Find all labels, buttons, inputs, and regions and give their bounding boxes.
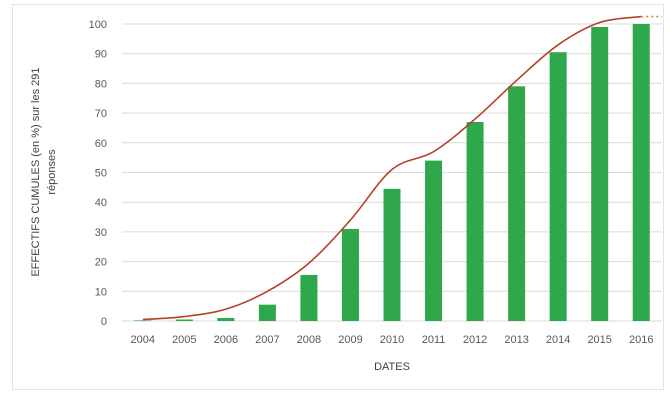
bar bbox=[134, 320, 152, 321]
y-tick-label: 100 bbox=[89, 19, 107, 31]
grid-lines bbox=[122, 23, 662, 322]
y-tick-label: 30 bbox=[95, 227, 107, 239]
trend-curve bbox=[142, 15, 662, 321]
x-tick-label: 2008 bbox=[297, 334, 321, 346]
x-tick-label: 2012 bbox=[463, 334, 487, 346]
bar bbox=[300, 274, 318, 321]
bar bbox=[258, 304, 276, 321]
y-axis-title-line-2: réponses bbox=[46, 149, 58, 195]
y-tick-label: 70 bbox=[95, 108, 107, 120]
bars bbox=[134, 24, 650, 322]
x-tick-label: 2016 bbox=[629, 334, 653, 346]
x-tick-label: 2013 bbox=[504, 334, 528, 346]
x-tick-label: 2015 bbox=[587, 334, 611, 346]
bar bbox=[549, 52, 567, 322]
bar bbox=[383, 188, 401, 321]
bar bbox=[508, 86, 526, 322]
y-tick-label: 0 bbox=[101, 316, 107, 328]
x-tick-label: 2014 bbox=[546, 334, 570, 346]
y-axis-title-line-1: EFFECTIFS CUMULES (en %) sur les 291 bbox=[30, 67, 42, 276]
x-tick-label: 2010 bbox=[380, 334, 404, 346]
x-tick-label: 2004 bbox=[131, 334, 155, 346]
bar bbox=[425, 160, 443, 321]
bar bbox=[217, 318, 235, 321]
x-tick-label: 2006 bbox=[214, 334, 238, 346]
y-tick-label: 40 bbox=[95, 197, 107, 209]
x-tick-label: 2005 bbox=[172, 334, 196, 346]
bar bbox=[466, 122, 484, 321]
y-tick-labels: 0 10 20 30 40 50 60 70 80 90 100 bbox=[89, 19, 107, 328]
y-tick-label: 80 bbox=[95, 78, 107, 90]
y-tick-label: 60 bbox=[95, 138, 107, 150]
bar bbox=[632, 24, 650, 321]
y-tick-label: 90 bbox=[95, 49, 107, 61]
x-axis-title: DATES bbox=[374, 361, 410, 373]
y-tick-label: 20 bbox=[95, 257, 107, 269]
y-tick-label: 50 bbox=[95, 168, 107, 180]
x-tick-label: 2009 bbox=[338, 334, 362, 346]
bar bbox=[175, 319, 193, 321]
bar bbox=[591, 26, 609, 321]
y-axis-title: EFFECTIFS CUMULES (en %) sur les 291 rép… bbox=[30, 67, 58, 276]
x-tick-label: 2007 bbox=[255, 334, 279, 346]
x-tick-label: 2011 bbox=[422, 334, 446, 346]
bar bbox=[341, 228, 359, 321]
trend-line bbox=[142, 15, 642, 321]
x-tick-labels: 2004 2005 2006 2007 2008 2009 2010 2011 2012 2013… bbox=[131, 334, 654, 346]
y-tick-label: 10 bbox=[95, 286, 107, 298]
